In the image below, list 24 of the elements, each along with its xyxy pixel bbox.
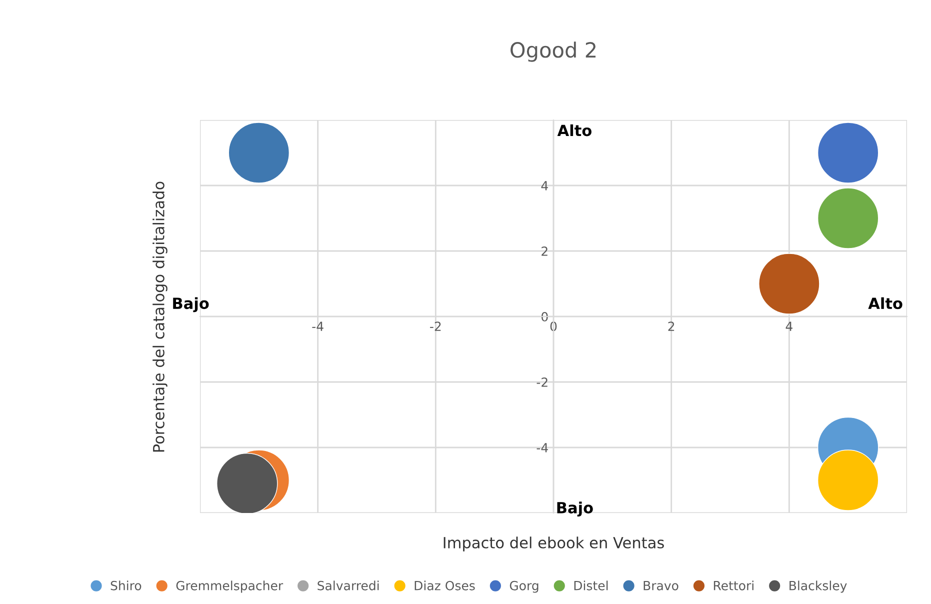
y-tick-label: 4 bbox=[541, 181, 548, 190]
x-tick-label: 4 bbox=[786, 322, 792, 331]
legend-label: Diaz Oses bbox=[414, 580, 475, 590]
chart-title: Ogood 2 bbox=[510, 42, 596, 62]
x-tick-label: -2 bbox=[430, 322, 441, 331]
annotation: Bajo bbox=[173, 297, 209, 312]
y-tick-label: -2 bbox=[536, 377, 548, 387]
legend-label: Distel bbox=[574, 580, 608, 590]
legend-label: Rettori bbox=[714, 580, 754, 590]
y-axis-title: Porcentaje del catalogo digitalizado bbox=[152, 182, 168, 452]
x-tick-label: -4 bbox=[312, 322, 324, 331]
annotation: Bajo bbox=[557, 502, 593, 517]
x-axis-title: Impacto del ebook en Ventas bbox=[444, 536, 664, 552]
legend-label: Blacksley bbox=[790, 580, 847, 593]
legend-label: Gorg bbox=[510, 580, 538, 593]
annotation: Alto bbox=[557, 124, 592, 136]
y-tick-label: -4 bbox=[536, 443, 548, 452]
x-tick-label: 2 bbox=[668, 322, 674, 331]
legend-label: Gremmelspacher bbox=[176, 580, 284, 593]
annotation: Alto bbox=[868, 297, 902, 310]
legend-label: Shiro bbox=[110, 580, 142, 590]
y-tick-label: 2 bbox=[542, 246, 548, 256]
legend-label: Bravo bbox=[644, 581, 678, 590]
legend-label: Salvarredi bbox=[318, 580, 379, 590]
